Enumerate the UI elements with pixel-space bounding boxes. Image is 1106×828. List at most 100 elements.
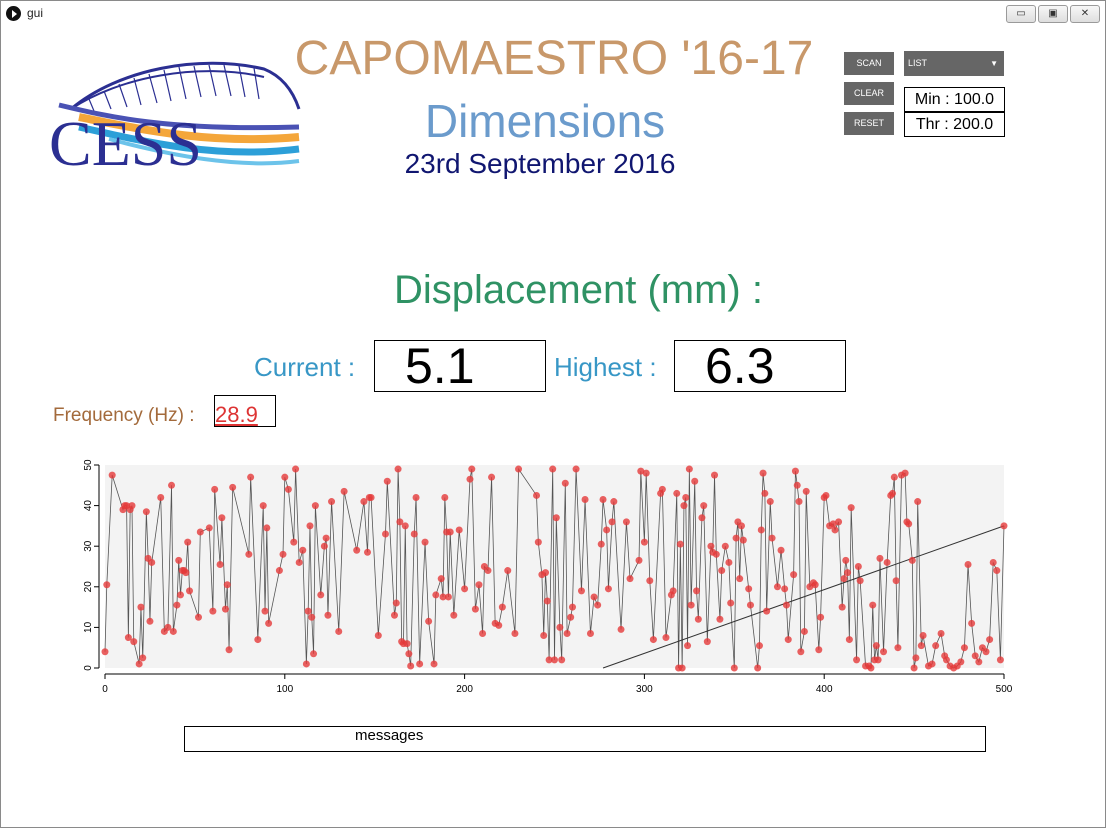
data-point (676, 540, 684, 548)
data-point (401, 522, 409, 530)
data-point (534, 538, 542, 546)
data-point (892, 577, 900, 585)
data-point (914, 498, 922, 506)
data-point (685, 465, 693, 473)
close-button[interactable]: ✕ (1070, 5, 1100, 23)
data-point (721, 542, 729, 550)
data-point (691, 477, 699, 485)
data-point (890, 473, 898, 481)
data-point (716, 615, 724, 623)
data-point (975, 658, 983, 666)
x-tick-label: 500 (996, 684, 1013, 695)
data-point (727, 599, 735, 607)
data-point (504, 567, 512, 575)
data-point (461, 585, 469, 593)
frequency-label: Frequency (Hz) : (53, 405, 195, 426)
data-point (410, 530, 418, 538)
data-point (306, 522, 314, 530)
data-point (101, 648, 109, 656)
data-point (168, 481, 176, 489)
data-point (124, 634, 132, 642)
port-list-dropdown[interactable]: LIST ▼ (904, 51, 1004, 76)
data-point (567, 613, 575, 621)
data-point (635, 556, 643, 564)
data-point (218, 514, 226, 522)
data-point (971, 652, 979, 660)
data-point (137, 603, 145, 611)
data-point (484, 567, 492, 575)
data-point (782, 601, 790, 609)
data-point (439, 593, 447, 601)
data-point (889, 489, 897, 497)
data-point (572, 465, 580, 473)
data-point (295, 558, 303, 566)
data-point (594, 601, 602, 609)
data-point (815, 646, 823, 654)
data-point (425, 617, 433, 625)
y-tick-label: 30 (83, 540, 94, 552)
data-point (777, 546, 785, 554)
data-point (842, 556, 850, 564)
data-point (545, 656, 553, 664)
y-tick-label: 0 (83, 665, 94, 671)
data-point (432, 591, 440, 599)
frequency-value: 28.9 (215, 402, 258, 427)
data-point (416, 660, 424, 668)
data-point (964, 560, 972, 568)
data-point (263, 524, 271, 532)
data-point (108, 471, 116, 479)
data-point (221, 605, 229, 613)
minimize-button[interactable]: ▭ (1006, 5, 1036, 23)
data-point (421, 538, 429, 546)
data-point (568, 603, 576, 611)
data-point (737, 522, 745, 530)
data-point (308, 613, 316, 621)
data-point (784, 636, 792, 644)
scan-button[interactable]: SCAN (844, 52, 894, 75)
data-point (680, 502, 688, 510)
reset-button[interactable]: RESET (844, 112, 894, 135)
clear-button[interactable]: CLEAR (844, 82, 894, 105)
data-point (396, 518, 404, 526)
data-point (928, 660, 936, 668)
data-point (732, 534, 740, 542)
data-point (603, 526, 611, 534)
data-point (989, 558, 997, 566)
data-point (883, 558, 891, 566)
data-point (608, 518, 616, 526)
data-point (917, 642, 925, 650)
data-point (475, 581, 483, 589)
data-point (128, 502, 136, 510)
date-label: 23rd September 2016 (404, 148, 676, 179)
data-point (932, 642, 940, 650)
data-point (597, 540, 605, 548)
data-point (216, 560, 224, 568)
data-point (311, 502, 319, 510)
data-point (310, 650, 318, 658)
data-point (829, 520, 837, 528)
data-point (759, 469, 767, 477)
data-point (444, 593, 452, 601)
highest-label: Highest : (554, 352, 657, 382)
data-point (225, 646, 233, 654)
data-point (488, 473, 496, 481)
data-point (279, 550, 287, 558)
data-point (590, 593, 598, 601)
data-point (335, 627, 343, 635)
displacement-title: Displacement (mm) : (394, 268, 763, 312)
data-point (835, 518, 843, 526)
data-point (135, 660, 143, 668)
data-point (658, 485, 666, 493)
data-point (894, 644, 902, 652)
data-point (441, 493, 449, 501)
data-point (540, 632, 548, 640)
data-point (957, 658, 965, 666)
frequency-value-box: 28.9 (214, 395, 276, 427)
data-point (430, 660, 438, 668)
dropdown-label: LIST (908, 58, 928, 68)
data-point (169, 627, 177, 635)
data-point (340, 487, 348, 495)
maximize-button[interactable]: ▣ (1038, 5, 1068, 23)
x-tick-label: 100 (276, 684, 293, 695)
